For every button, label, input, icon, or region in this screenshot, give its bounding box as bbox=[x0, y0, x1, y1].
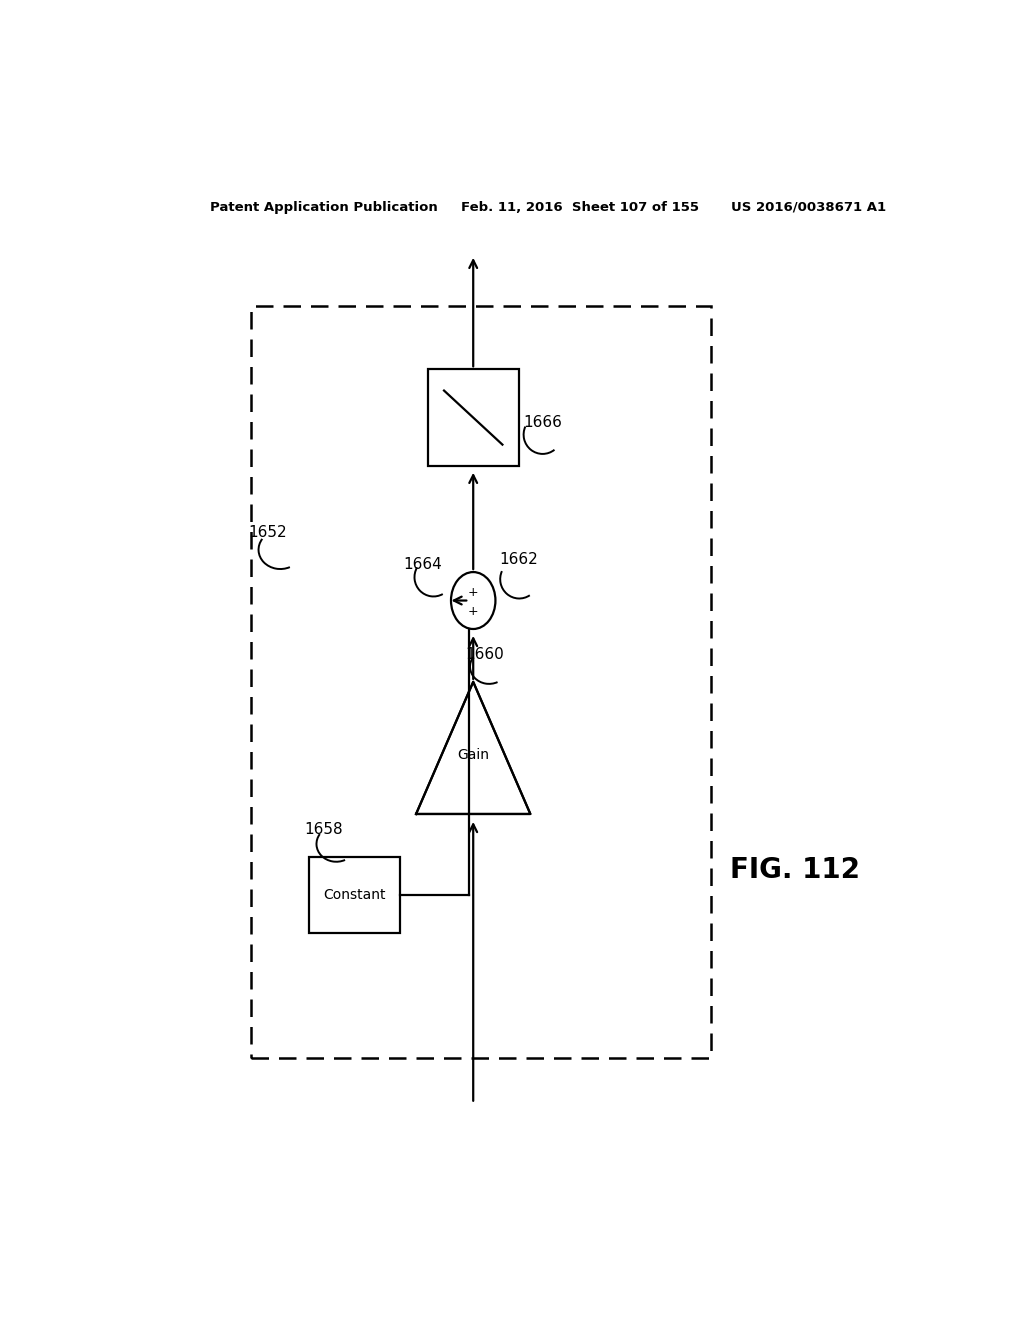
Text: Gain: Gain bbox=[457, 747, 489, 762]
Text: Constant: Constant bbox=[323, 888, 385, 903]
Text: 1652: 1652 bbox=[249, 524, 288, 540]
Bar bbox=[428, 370, 519, 466]
Bar bbox=[308, 857, 399, 933]
Bar bbox=[251, 306, 712, 1057]
Polygon shape bbox=[416, 682, 530, 814]
Text: 1658: 1658 bbox=[304, 822, 343, 837]
Text: 1660: 1660 bbox=[465, 647, 504, 661]
Text: FIG. 112: FIG. 112 bbox=[730, 855, 859, 884]
Text: 1664: 1664 bbox=[403, 557, 442, 572]
Circle shape bbox=[451, 572, 496, 630]
Text: Patent Application Publication: Patent Application Publication bbox=[210, 201, 437, 214]
Text: +: + bbox=[468, 606, 478, 618]
Text: US 2016/0038671 A1: US 2016/0038671 A1 bbox=[731, 201, 886, 214]
Text: 1666: 1666 bbox=[523, 414, 562, 430]
Text: 1662: 1662 bbox=[500, 552, 539, 568]
Text: Feb. 11, 2016  Sheet 107 of 155: Feb. 11, 2016 Sheet 107 of 155 bbox=[461, 201, 699, 214]
Text: +: + bbox=[468, 586, 478, 599]
